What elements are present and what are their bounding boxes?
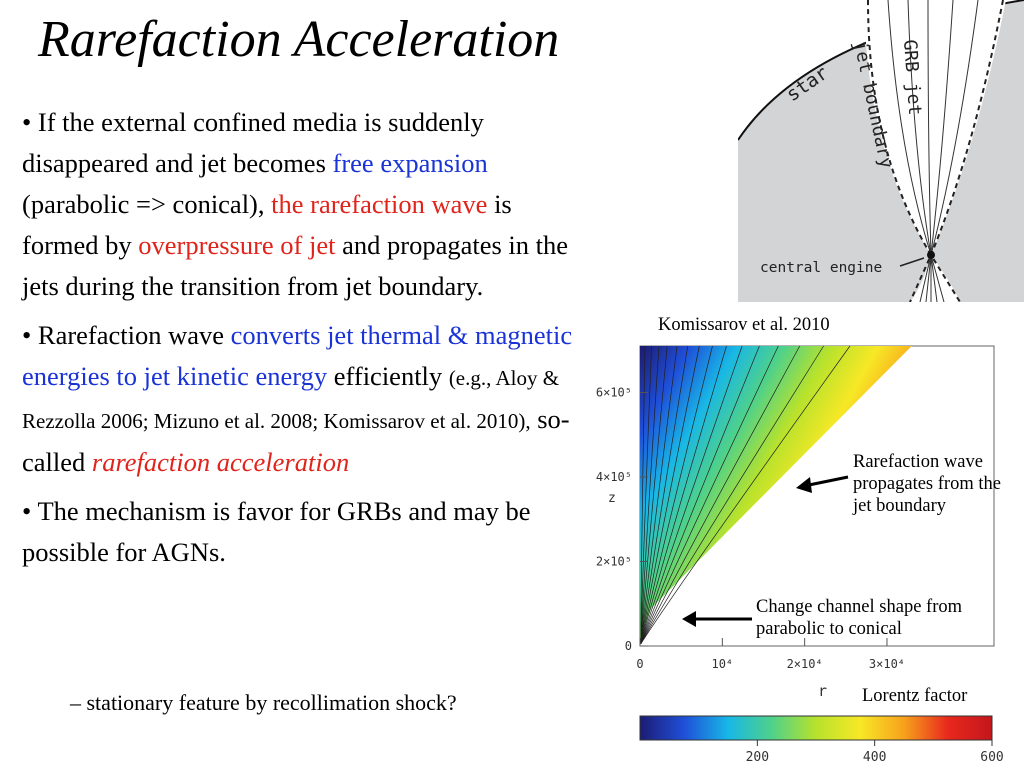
streamline	[640, 345, 760, 645]
streamline	[640, 345, 779, 645]
bullet-1-text-c: is formed by	[22, 189, 512, 260]
x-tick-label: 10⁴	[711, 657, 733, 671]
bullet-2-text-b: efficiently	[327, 361, 449, 391]
bullet-1-text-a: If the external confined media is sudden…	[22, 107, 484, 178]
bullet-2-converts: converts jet thermal & magnetic energies…	[22, 320, 573, 391]
streamline	[640, 345, 801, 645]
bullet-1-text-b: (parabolic => conical),	[22, 189, 272, 219]
r-axis-label: r	[818, 682, 827, 700]
streamline	[640, 345, 824, 645]
jet-boundary-left	[867, 0, 933, 302]
streamline	[640, 345, 727, 644]
x-tick-label: 0	[636, 657, 643, 671]
bullet-marker: •	[22, 320, 38, 350]
rarefaction-caption: Rarefaction wave propagates from the jet…	[853, 452, 1001, 516]
arrow-channel-head	[682, 611, 696, 627]
streamline	[640, 345, 743, 644]
streamline	[640, 345, 851, 645]
colorbar-tick-label: 400	[863, 750, 886, 765]
slide-title: Rarefaction Acceleration	[38, 11, 560, 68]
sub-bullet: – stationary feature by recollimation sh…	[70, 690, 457, 715]
bullet-1-overpressure: overpressure of jet	[138, 230, 336, 260]
bullet-2-text-c: so-called	[22, 404, 570, 477]
y-tick-label: 4×10⁵	[596, 470, 632, 484]
bullet-marker: •	[22, 107, 38, 137]
y-tick-label: 6×10⁵	[596, 385, 632, 399]
colorbar-ticks: 200 400 600	[746, 740, 1004, 765]
arrow-rarefaction	[803, 475, 849, 488]
x-tick-label: 2×10⁴	[787, 657, 823, 671]
arrow-rarefaction-head	[796, 477, 812, 493]
bullet-2-rarefaction-acceleration: rarefaction acceleration	[91, 447, 350, 477]
central-engine-dot	[927, 251, 935, 259]
y-tick-label: 0	[625, 639, 632, 653]
central-engine-label: central engine	[760, 260, 882, 276]
z-axis-label: z	[608, 491, 616, 506]
streamline	[640, 345, 678, 644]
bullet-2-text-a: Rarefaction wave	[37, 320, 231, 350]
bullet-3: • The mechanism is favor for GRBs and ma…	[22, 491, 577, 573]
colorbar-title: Lorentz factor	[862, 686, 968, 706]
colorbar-tick-label: 200	[746, 750, 769, 765]
bullet-1-free-expansion: free expansion	[332, 148, 488, 178]
streamlines	[640, 345, 851, 645]
channel-caption: Change channel shape from parabolic to c…	[756, 597, 962, 639]
streamline	[640, 345, 660, 644]
streamline	[640, 345, 700, 644]
citation: Komissarov et al. 2010	[658, 315, 830, 335]
grb-jet-diagram: star jet boundary GRB jet central engine	[738, 0, 1024, 302]
bullet-2-refs: (e.g., Aloy & Rezzolla 2006; Mizuno et a…	[22, 366, 560, 433]
bullet-3-text: The mechanism is favor for GRBs and may …	[22, 496, 531, 567]
y-tick-label: 2×10⁵	[596, 554, 632, 568]
bullet-1-text-d: and propagates in the jets during the tr…	[22, 230, 569, 301]
streamline	[640, 345, 668, 644]
central-engine-pointer	[899, 257, 925, 267]
bullet-list: • If the external confined media is sudd…	[22, 102, 577, 573]
bullet-1: • If the external confined media is sudd…	[22, 102, 577, 307]
colorbar	[639, 715, 993, 741]
axes: 0 10⁴ 2×10⁴ 3×10⁴ 0 2×10⁵ 4×10⁵ 6×10⁵	[596, 385, 905, 671]
grb-jet-streamlines	[887, 0, 979, 302]
lorentz-factor-heatmap: 0 10⁴ 2×10⁴ 3×10⁴ 0 2×10⁵ 4×10⁵ 6×10⁵ z r 200 40…	[596, 345, 1004, 765]
streamline	[640, 345, 689, 644]
streamline	[640, 345, 652, 644]
jet-wedge	[640, 346, 912, 646]
jet-cone	[864, 0, 1006, 302]
colorbar-tick-label: 600	[980, 750, 1003, 765]
bullet-2: • Rarefaction wave converts jet thermal …	[22, 315, 577, 483]
streamline	[640, 345, 713, 644]
bullet-marker: •	[22, 496, 38, 526]
x-tick-label: 3×10⁴	[869, 657, 905, 671]
jet-boundary-right	[929, 0, 1004, 302]
bullet-1-rarefaction-wave: the rarefaction wave	[271, 189, 488, 219]
